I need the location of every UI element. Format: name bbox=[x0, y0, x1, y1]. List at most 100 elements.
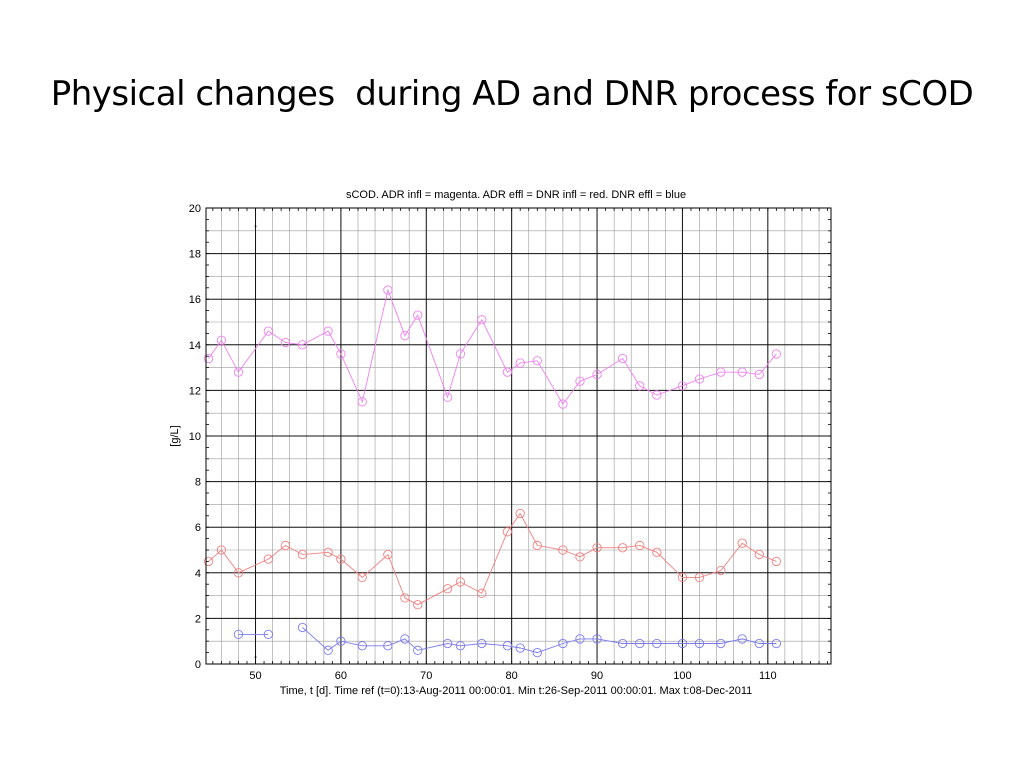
data-point bbox=[694, 638, 705, 649]
data-point bbox=[754, 638, 764, 649]
data-point bbox=[336, 554, 346, 564]
y-tick-label: 12 bbox=[189, 385, 201, 397]
data-point bbox=[336, 636, 346, 646]
data-point bbox=[297, 549, 308, 560]
chart-grid bbox=[206, 207, 831, 665]
data-point bbox=[400, 593, 410, 603]
data-point bbox=[716, 638, 726, 649]
data-point bbox=[515, 358, 525, 368]
data-point bbox=[323, 326, 333, 336]
data-point bbox=[413, 645, 423, 655]
data-point bbox=[694, 374, 705, 384]
data-point bbox=[263, 554, 273, 564]
stray-mark bbox=[254, 656, 257, 659]
data-point bbox=[323, 645, 333, 655]
series-line bbox=[208, 288, 777, 405]
data-point bbox=[455, 641, 466, 651]
data-point bbox=[737, 634, 747, 644]
x-axis-label: Time, t [d]. Time ref (t=0):13-Aug-2011 … bbox=[280, 685, 753, 697]
data-point bbox=[357, 572, 367, 583]
data-point bbox=[532, 356, 542, 366]
data-point bbox=[592, 369, 602, 380]
y-tick-label: 8 bbox=[195, 477, 201, 489]
data-point bbox=[502, 641, 513, 651]
chart-series bbox=[203, 225, 782, 659]
data-point bbox=[216, 545, 227, 555]
data-point bbox=[575, 376, 585, 386]
y-tick-label: 2 bbox=[195, 613, 201, 625]
data-point bbox=[477, 588, 487, 598]
data-point bbox=[455, 577, 466, 587]
y-tick-label: 14 bbox=[189, 340, 201, 352]
data-point bbox=[771, 349, 782, 359]
data-point bbox=[677, 572, 688, 583]
stray-mark bbox=[254, 225, 257, 228]
data-point bbox=[442, 638, 453, 649]
x-tick-label: 50 bbox=[249, 670, 261, 682]
data-point bbox=[532, 540, 542, 551]
data-point bbox=[737, 367, 747, 377]
data-point bbox=[203, 353, 214, 364]
data-point bbox=[400, 634, 410, 644]
y-axis-label: [g/L] bbox=[169, 425, 181, 446]
data-point bbox=[754, 549, 764, 560]
data-point bbox=[442, 392, 453, 402]
data-point bbox=[413, 310, 423, 320]
data-point bbox=[233, 367, 244, 377]
series-adr-effl-dnr-infl bbox=[203, 508, 782, 610]
data-point bbox=[477, 638, 487, 649]
data-point bbox=[558, 545, 568, 555]
data-point bbox=[532, 647, 542, 658]
data-point bbox=[716, 367, 726, 377]
data-point bbox=[677, 381, 688, 391]
data-point bbox=[771, 638, 782, 649]
series-line bbox=[302, 627, 777, 654]
y-tick-label: 6 bbox=[195, 522, 201, 534]
data-point bbox=[575, 634, 585, 644]
data-point bbox=[635, 381, 645, 391]
series-adr-infl bbox=[203, 285, 782, 409]
y-tick-label: 16 bbox=[189, 294, 201, 306]
data-point bbox=[263, 629, 273, 640]
data-point bbox=[357, 397, 367, 407]
data-point bbox=[413, 600, 423, 610]
data-point bbox=[677, 638, 688, 649]
data-point bbox=[592, 634, 602, 644]
data-point bbox=[652, 547, 662, 557]
data-point bbox=[323, 547, 333, 557]
data-point bbox=[442, 584, 453, 594]
data-point bbox=[618, 543, 628, 553]
data-point bbox=[383, 549, 393, 560]
data-point bbox=[558, 399, 568, 409]
data-point bbox=[477, 315, 487, 325]
data-point bbox=[694, 572, 705, 583]
data-point bbox=[652, 638, 662, 649]
chart-ticks: 50 60 70 80 90 100 110 0 2 4 6 8 10 12 14 16 18 20 bbox=[189, 203, 831, 682]
data-point bbox=[233, 568, 244, 578]
data-point bbox=[737, 538, 747, 548]
x-tick-label: 60 bbox=[335, 670, 347, 682]
data-point bbox=[297, 622, 308, 633]
data-point bbox=[592, 543, 602, 553]
x-tick-label: 80 bbox=[506, 670, 518, 682]
data-point bbox=[383, 285, 393, 295]
data-point bbox=[716, 565, 726, 576]
data-point bbox=[754, 369, 764, 380]
x-tick-label: 90 bbox=[591, 670, 603, 682]
data-point bbox=[575, 552, 585, 562]
plot-frame bbox=[205, 207, 832, 665]
data-point bbox=[502, 527, 513, 537]
data-point bbox=[233, 629, 244, 640]
data-point bbox=[280, 540, 291, 551]
data-point bbox=[297, 340, 308, 350]
data-point bbox=[515, 643, 525, 653]
data-point bbox=[635, 638, 645, 649]
y-tick-label: 0 bbox=[195, 659, 201, 671]
x-tick-label: 110 bbox=[759, 670, 777, 682]
data-point bbox=[400, 331, 410, 341]
data-point bbox=[216, 335, 227, 345]
data-point bbox=[635, 540, 645, 551]
data-point bbox=[652, 390, 662, 400]
data-point bbox=[515, 508, 525, 519]
